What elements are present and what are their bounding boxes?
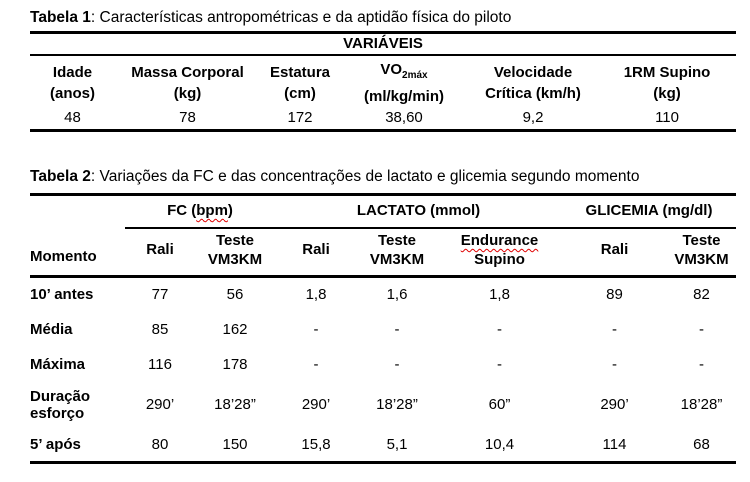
misspelled-word-bpm: bpm [196,201,228,219]
table2-cell: 1,8 [305,286,327,304]
table2-cell: 10,4 [484,435,515,453]
table2-subcol-endurance-supino: Endurance Supino [437,227,562,278]
table2-row-duracao-esforco: Duração esforço 290’ 18’28” 290’ 18’28” … [30,382,736,428]
table1-caption-text: Características antropométricas e da apt… [99,9,512,26]
table1-value-estatura: 172 [287,109,313,126]
table2-subcol-fc-rali: Rali [125,227,195,278]
table2-group-lactato: LACTATO (mmol) [275,194,562,229]
table2-row-label: 10’ antes [30,286,94,304]
table2-cell: - [313,355,319,373]
table2-row-maxima: Máxima 116 178 - - - - - [30,347,736,382]
table2-subcol-lactato-rali: Rali [275,227,357,278]
table2-cell: 290’ [301,396,331,413]
table1-anthropometrics: VARIÁVEIS Idade (anos) Massa Corporal (k… [30,31,737,132]
table1-values-row: 48 78 172 38,60 9,2 110 [30,109,736,131]
table2-cell: 18’28” [214,396,256,413]
table2-subcol-lactato-teste-vm3km: Teste VM3KM [357,227,437,278]
table2-cell: 15,8 [301,435,331,453]
table2-row-label: Máxima [30,355,86,373]
table2-caption-separator: : [90,168,100,185]
table2-cell: 60” [488,396,511,413]
table2-cell: 18’28” [376,396,418,413]
table2-caption-text: Variações da FC e das concentrações de l… [99,168,640,185]
table2-cell: 89 [606,286,623,304]
table1-col-header-massa-corporal: Massa Corporal (kg) [131,64,244,102]
table2-cell: - [699,320,704,338]
table2-cell: 290’ [145,396,175,413]
table2-cell: - [699,355,704,373]
table2-cell: 68 [693,435,710,453]
table2-cell: 150 [222,435,248,453]
table2-row-5min-apos: 5’ após 80 150 15,8 5,1 10,4 114 68 [30,428,736,463]
table2-caption-label: Tabela 2 [30,168,91,185]
table2-cell: 162 [222,320,248,338]
table1-value-1rm-supino: 110 [655,109,679,126]
table2-subheader-row: Momento Rali Teste VM3KM Rali Teste VM3K… [30,227,736,278]
misspelled-word-endurance: Endurance [460,231,539,249]
table2-cell: 18’28” [680,396,723,413]
table1-col-header-idade: Idade (anos) [50,64,95,102]
table2-cell: - [497,320,502,338]
table2-cell: 77 [151,286,169,304]
table2-caption: Tabela 2: Variações da FC e das concentr… [30,167,639,187]
table2-subcol-glicemia-rali: Rali [562,227,667,278]
table2-cell: 56 [226,286,244,304]
table2-row-label: Duração esforço [30,387,91,422]
table2-cell: - [394,320,400,338]
table1-value-vo2max: 38,60 [385,109,423,126]
table2-cell: - [394,355,400,373]
table2-fc-lactato-glicemia: FC (bpm) LACTATO (mmol) GLICEMIA (mg/dl)… [30,193,736,464]
table1-col-header-vo2max: VO2máx (ml/kg/min) [363,61,444,105]
table2-cell: 5,1 [386,435,408,453]
table1-value-velocidade-critica: 9,2 [522,109,544,126]
table2-cell: - [497,355,502,373]
table2-cell: 1,8 [489,286,510,304]
table1-group-header: VARIÁVEIS [30,32,737,56]
table2-cell: 178 [222,355,248,373]
table2-cell: - [313,320,319,338]
table2-row-10min-antes: 10’ antes 77 56 1,8 1,6 1,8 89 82 [30,277,736,312]
table2-cell: - [612,320,617,338]
table1-value-massa-corporal: 78 [179,109,196,126]
table2-cell: 82 [693,286,710,304]
table1-col-header-estatura: Estatura (cm) [269,64,331,102]
table1-value-idade: 48 [64,109,81,126]
table2-row-label: 5’ após [30,435,81,453]
table2-cell: 114 [602,435,627,453]
table1-col-header-1rm-supino: 1RM Supino (kg) [623,64,711,102]
table2-row-label: Média [30,320,73,338]
vo2max-subscript: 2máx [402,70,428,81]
table2-group-glicemia: GLICEMIA (mg/dl) [562,194,736,229]
table2-cell: - [612,355,617,373]
table2-cell: 1,6 [386,286,408,304]
table2-group-header-row: FC (bpm) LACTATO (mmol) GLICEMIA (mg/dl) [30,194,736,229]
table2-subcol-fc-teste-vm3km: Teste VM3KM [195,227,275,278]
table2-corner-cell [30,195,125,228]
table2-subcol-glicemia-teste-vm3km: Teste VM3KM [667,227,736,278]
table1-caption-label: Tabela 1 [30,9,91,26]
table1-header-row: Idade (anos) Massa Corporal (kg) Estatur… [30,55,736,109]
table1-caption: Tabela 1: Características antropométrica… [30,8,511,28]
table1-caption-separator: : [90,9,100,26]
table2-cell: 85 [151,320,169,338]
table2-row-header-momento: Momento [30,227,125,278]
table2-group-fc: FC (bpm) [125,194,275,229]
table2-cell: 116 [148,355,172,373]
table2-cell: 290’ [600,396,629,413]
table2-row-media: Média 85 162 - - - - - [30,312,736,347]
table1-col-header-velocidade-critica: Velocidade Crítica (km/h) [485,64,581,102]
table2-cell: 80 [151,435,169,453]
table1-group-header-row: VARIÁVEIS [30,32,737,56]
